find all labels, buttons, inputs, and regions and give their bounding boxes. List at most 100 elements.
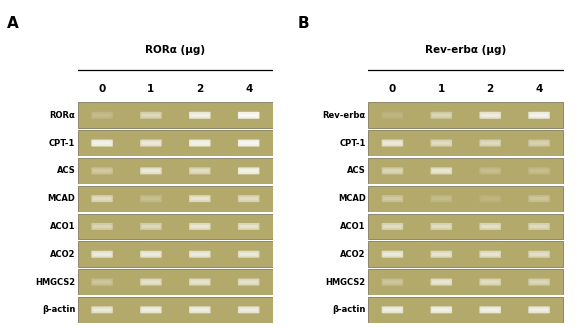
FancyBboxPatch shape: [528, 251, 550, 258]
FancyBboxPatch shape: [481, 225, 500, 228]
FancyBboxPatch shape: [190, 114, 209, 117]
FancyBboxPatch shape: [91, 251, 113, 258]
FancyBboxPatch shape: [141, 308, 160, 311]
FancyBboxPatch shape: [91, 140, 113, 146]
FancyBboxPatch shape: [189, 112, 210, 119]
Text: 2: 2: [486, 84, 494, 94]
FancyBboxPatch shape: [530, 197, 549, 200]
FancyBboxPatch shape: [141, 142, 160, 145]
FancyBboxPatch shape: [383, 169, 402, 172]
Text: ACO1: ACO1: [340, 222, 366, 231]
FancyBboxPatch shape: [239, 281, 258, 284]
FancyBboxPatch shape: [383, 114, 402, 117]
FancyBboxPatch shape: [530, 308, 549, 311]
FancyBboxPatch shape: [78, 102, 273, 128]
Text: 4: 4: [535, 84, 543, 94]
FancyBboxPatch shape: [91, 112, 113, 119]
FancyBboxPatch shape: [480, 112, 501, 119]
FancyBboxPatch shape: [93, 114, 112, 117]
FancyBboxPatch shape: [431, 251, 452, 258]
FancyBboxPatch shape: [91, 195, 113, 202]
FancyBboxPatch shape: [432, 114, 451, 117]
FancyBboxPatch shape: [189, 195, 210, 202]
FancyBboxPatch shape: [530, 114, 549, 117]
FancyBboxPatch shape: [481, 142, 500, 145]
FancyBboxPatch shape: [141, 114, 160, 117]
FancyBboxPatch shape: [189, 251, 210, 258]
FancyBboxPatch shape: [140, 251, 162, 258]
FancyBboxPatch shape: [238, 223, 259, 230]
FancyBboxPatch shape: [78, 214, 273, 239]
FancyBboxPatch shape: [480, 251, 501, 258]
FancyBboxPatch shape: [530, 225, 549, 228]
FancyBboxPatch shape: [140, 167, 162, 174]
Text: Rev-erbα (μg): Rev-erbα (μg): [425, 45, 507, 55]
FancyBboxPatch shape: [432, 142, 451, 145]
FancyBboxPatch shape: [141, 281, 160, 284]
FancyBboxPatch shape: [382, 167, 403, 174]
FancyBboxPatch shape: [369, 214, 563, 239]
FancyBboxPatch shape: [369, 297, 563, 323]
FancyBboxPatch shape: [383, 197, 402, 200]
FancyBboxPatch shape: [432, 225, 451, 228]
FancyBboxPatch shape: [530, 169, 549, 172]
FancyBboxPatch shape: [481, 114, 500, 117]
FancyBboxPatch shape: [238, 140, 259, 146]
Text: MCAD: MCAD: [338, 194, 366, 203]
FancyBboxPatch shape: [480, 306, 501, 313]
FancyBboxPatch shape: [369, 158, 563, 184]
FancyBboxPatch shape: [93, 281, 112, 284]
Text: 2: 2: [196, 84, 204, 94]
FancyBboxPatch shape: [239, 197, 258, 200]
FancyBboxPatch shape: [140, 195, 162, 202]
Text: 1: 1: [147, 84, 155, 94]
Text: 1: 1: [438, 84, 445, 94]
Text: HMGCS2: HMGCS2: [325, 278, 366, 286]
Text: RORα: RORα: [49, 111, 75, 120]
FancyBboxPatch shape: [190, 308, 209, 311]
Text: ACO2: ACO2: [50, 250, 75, 259]
Text: HMGCS2: HMGCS2: [35, 278, 75, 286]
Text: Rev-erbα: Rev-erbα: [323, 111, 366, 120]
FancyBboxPatch shape: [140, 279, 162, 285]
FancyBboxPatch shape: [481, 197, 500, 200]
FancyBboxPatch shape: [383, 253, 402, 256]
Text: A: A: [7, 16, 18, 31]
FancyBboxPatch shape: [431, 223, 452, 230]
FancyBboxPatch shape: [383, 225, 402, 228]
FancyBboxPatch shape: [432, 169, 451, 172]
FancyBboxPatch shape: [382, 251, 403, 258]
FancyBboxPatch shape: [140, 112, 162, 119]
FancyBboxPatch shape: [431, 140, 452, 146]
FancyBboxPatch shape: [239, 225, 258, 228]
Text: CPT-1: CPT-1: [49, 139, 75, 147]
FancyBboxPatch shape: [190, 225, 209, 228]
FancyBboxPatch shape: [141, 169, 160, 172]
FancyBboxPatch shape: [369, 102, 563, 128]
FancyBboxPatch shape: [238, 112, 259, 119]
FancyBboxPatch shape: [432, 253, 451, 256]
FancyBboxPatch shape: [189, 306, 210, 313]
Text: MCAD: MCAD: [48, 194, 75, 203]
Text: CPT-1: CPT-1: [339, 139, 366, 147]
FancyBboxPatch shape: [382, 223, 403, 230]
FancyBboxPatch shape: [238, 279, 259, 285]
FancyBboxPatch shape: [382, 279, 403, 285]
Text: B: B: [297, 16, 309, 31]
FancyBboxPatch shape: [78, 130, 273, 156]
FancyBboxPatch shape: [383, 308, 402, 311]
FancyBboxPatch shape: [91, 279, 113, 285]
FancyBboxPatch shape: [528, 223, 550, 230]
FancyBboxPatch shape: [431, 112, 452, 119]
FancyBboxPatch shape: [530, 142, 549, 145]
FancyBboxPatch shape: [528, 306, 550, 313]
FancyBboxPatch shape: [383, 142, 402, 145]
FancyBboxPatch shape: [480, 279, 501, 285]
FancyBboxPatch shape: [238, 306, 259, 313]
FancyBboxPatch shape: [431, 306, 452, 313]
Text: β-actin: β-actin: [332, 305, 366, 314]
FancyBboxPatch shape: [528, 112, 550, 119]
FancyBboxPatch shape: [78, 297, 273, 323]
FancyBboxPatch shape: [141, 253, 160, 256]
FancyBboxPatch shape: [431, 195, 452, 202]
